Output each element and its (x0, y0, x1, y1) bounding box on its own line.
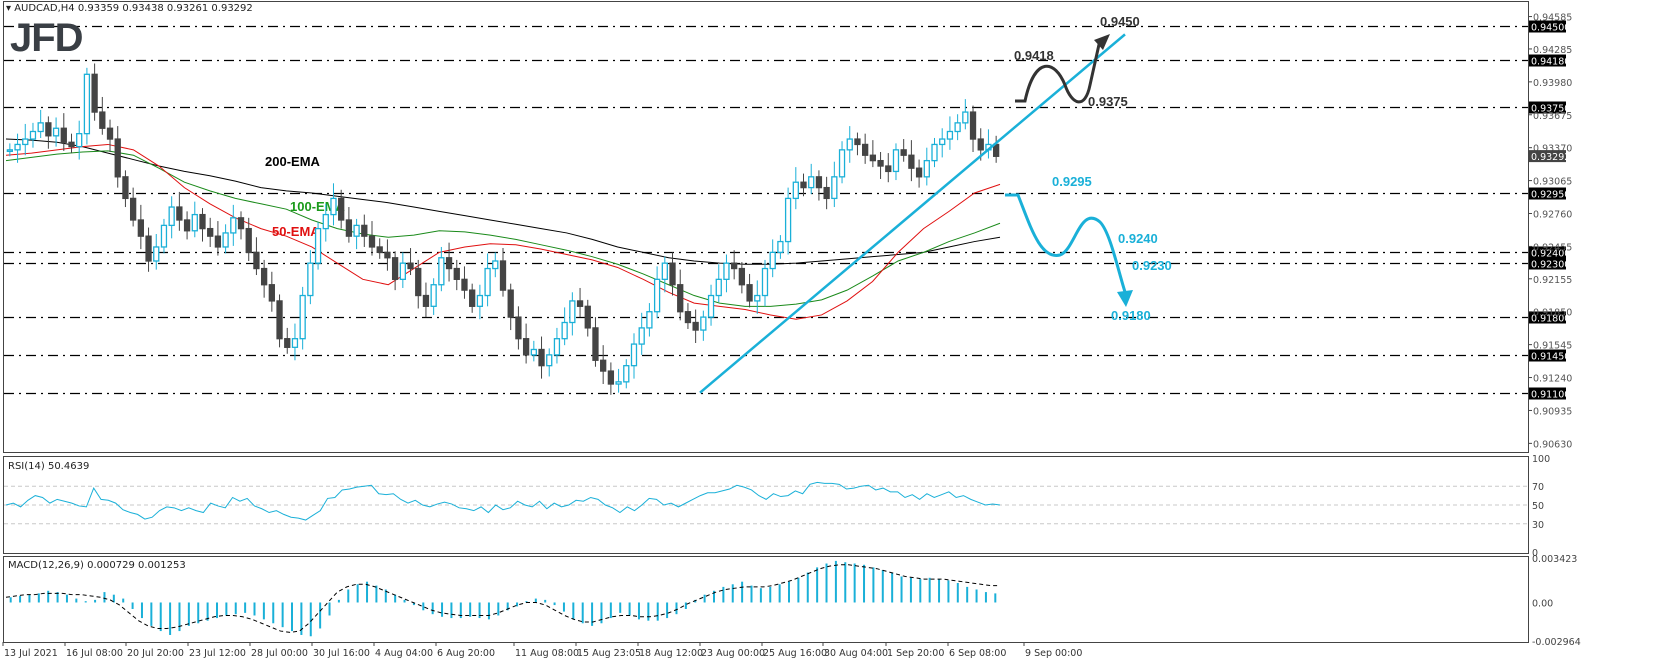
svg-text:70: 70 (1532, 482, 1544, 493)
svg-text:0.90935: 0.90935 (1533, 406, 1572, 417)
svg-text:0.93750: 0.93750 (1531, 104, 1570, 115)
svg-text:0.93370: 0.93370 (1533, 144, 1572, 155)
svg-text:0.003423: 0.003423 (1532, 554, 1577, 565)
svg-text:1 Sep 20:00: 1 Sep 20:00 (887, 648, 944, 659)
rsi-label: RSI(14) 50.4639 (8, 461, 90, 472)
svg-text:0.9418: 0.9418 (1014, 48, 1054, 63)
svg-text:0.90630: 0.90630 (1533, 439, 1572, 450)
svg-text:0.91100: 0.91100 (1531, 390, 1570, 401)
svg-text:23 Jul 12:00: 23 Jul 12:00 (189, 648, 246, 659)
svg-text:0: 0 (1532, 548, 1538, 559)
svg-text:0.91450: 0.91450 (1531, 352, 1570, 363)
svg-text:100: 100 (1532, 454, 1550, 465)
support-resistance-levels (4, 25, 1528, 395)
svg-text:18 Aug 12:00: 18 Aug 12:00 (639, 648, 703, 659)
svg-text:0.92455: 0.92455 (1533, 242, 1572, 253)
svg-text:9 Sep 00:00: 9 Sep 00:00 (1025, 648, 1082, 659)
symbol-title[interactable]: ▾ AUDCAD,H4 0.93359 0.93438 0.93261 0.93… (6, 3, 253, 14)
svg-text:0.92155: 0.92155 (1533, 275, 1572, 286)
svg-text:13 Jul 2021: 13 Jul 2021 (4, 648, 58, 659)
svg-text:0.91850: 0.91850 (1533, 308, 1572, 319)
svg-text:0.94500: 0.94500 (1531, 23, 1570, 34)
svg-text:23 Aug 00:00: 23 Aug 00:00 (701, 648, 765, 659)
svg-text:0.92300: 0.92300 (1531, 260, 1570, 271)
macd-indicator: 0.003423 0.00 -0.002964 (5, 554, 1581, 648)
svg-text:6 Sep 08:00: 6 Sep 08:00 (949, 648, 1006, 659)
svg-text:0.94180: 0.94180 (1531, 57, 1570, 68)
macd-panel-frame (3, 556, 1529, 643)
svg-text:50: 50 (1532, 501, 1544, 512)
macd-label: MACD(12,26,9) 0.000729 0.001253 (8, 560, 186, 571)
svg-text:0.94285: 0.94285 (1533, 45, 1572, 56)
svg-text:0.9230: 0.9230 (1132, 258, 1172, 273)
svg-text:16 Jul 08:00: 16 Jul 08:00 (66, 648, 123, 659)
svg-text:11 Aug 08:00: 11 Aug 08:00 (515, 648, 579, 659)
svg-text:0.9240: 0.9240 (1118, 231, 1158, 246)
svg-text:0.92950: 0.92950 (1531, 190, 1570, 201)
svg-text:0.00: 0.00 (1532, 598, 1553, 609)
svg-text:30 Aug 04:00: 30 Aug 04:00 (824, 648, 888, 659)
svg-text:0.92760: 0.92760 (1533, 210, 1572, 221)
svg-text:0.91545: 0.91545 (1533, 341, 1572, 352)
svg-text:30 Jul 16:00: 30 Jul 16:00 (313, 648, 370, 659)
svg-text:0.93980: 0.93980 (1533, 78, 1572, 89)
uptrend-line (699, 33, 1126, 394)
scenario-arrows: 0.9418 0.9375 0.9450 0.9295 0.9240 0.9230 0.91… (1005, 14, 1172, 323)
svg-text:30: 30 (1532, 520, 1544, 531)
svg-text:0.9450: 0.9450 (1100, 14, 1140, 29)
svg-text:100-EMA: 100-EMA (290, 199, 346, 214)
svg-text:0.9180: 0.9180 (1111, 308, 1151, 323)
svg-text:0.94585: 0.94585 (1533, 13, 1572, 24)
svg-text:4 Aug 04:00: 4 Aug 04:00 (375, 648, 433, 659)
svg-text:-0.002964: -0.002964 (1532, 637, 1581, 648)
svg-text:0.93675: 0.93675 (1533, 111, 1572, 122)
svg-text:0.91800: 0.91800 (1531, 314, 1570, 325)
svg-text:0.9295: 0.9295 (1052, 174, 1092, 189)
svg-text:20 Jul 20:00: 20 Jul 20:00 (127, 648, 184, 659)
price-axis: 0.94500 0.94180 0.93750 0.92950 0.924000.923… (1528, 13, 1572, 450)
svg-text:50-EMA: 50-EMA (272, 224, 320, 239)
svg-text:6 Aug 20:00: 6 Aug 20:00 (437, 648, 495, 659)
svg-text:28 Jul 00:00: 28 Jul 00:00 (251, 648, 308, 659)
svg-text:0.93292: 0.93292 (1531, 152, 1570, 163)
rsi-indicator: 100 70 50 30 0 (4, 454, 1550, 559)
candlesticks (6, 63, 1000, 395)
jfd-logo: JFD (10, 16, 84, 60)
svg-text:15 Aug 23:05: 15 Aug 23:05 (577, 648, 641, 659)
svg-text:0.91240: 0.91240 (1533, 374, 1572, 385)
svg-text:0.93065: 0.93065 (1533, 177, 1572, 188)
moving-averages: 200-EMA 100-EMA 50-EMA (5, 138, 1001, 320)
svg-text:200-EMA: 200-EMA (265, 154, 321, 169)
svg-text:0.92400: 0.92400 (1531, 249, 1570, 260)
time-axis: 13 Jul 2021 16 Jul 08:00 20 Jul 20:00 23 Ju… (2, 642, 1082, 659)
svg-text:25 Aug 16:00: 25 Aug 16:00 (763, 648, 827, 659)
svg-text:0.9375: 0.9375 (1088, 94, 1128, 109)
